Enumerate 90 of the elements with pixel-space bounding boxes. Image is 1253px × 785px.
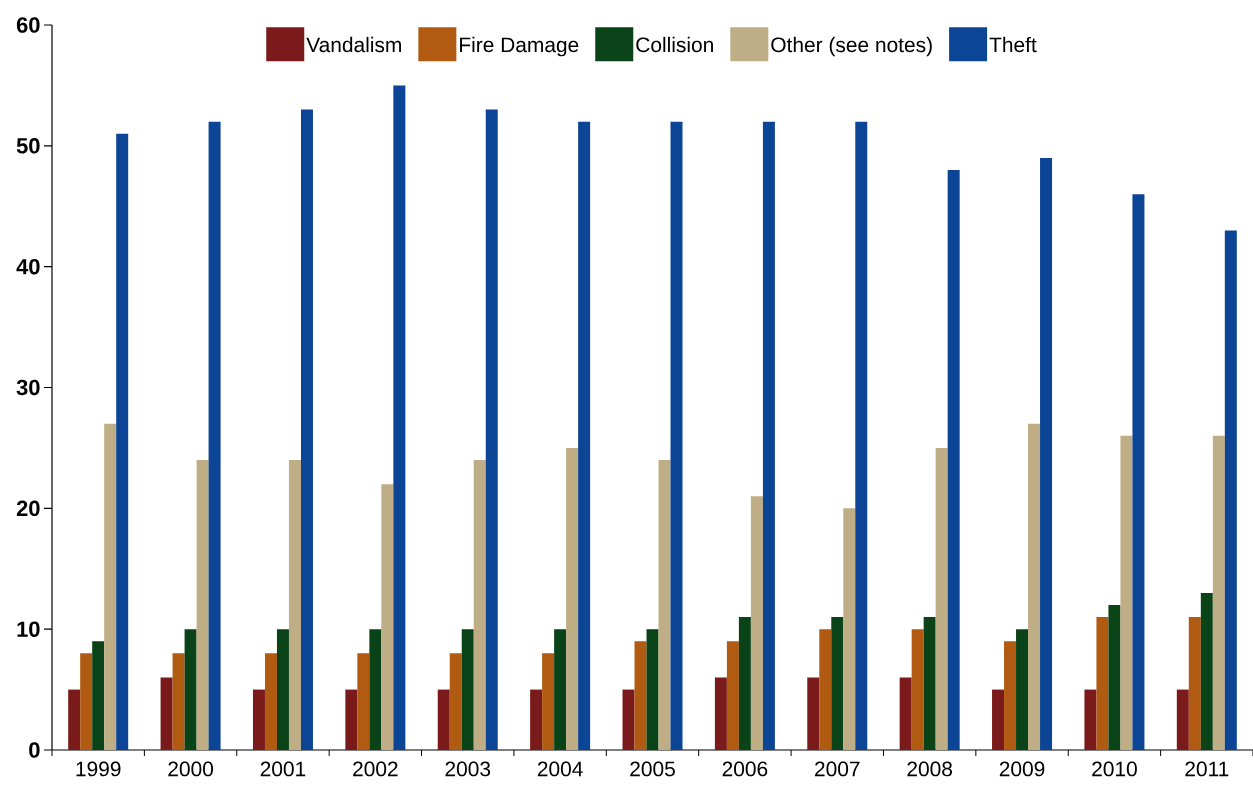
bar: [578, 121, 591, 750]
bar: [566, 447, 579, 750]
bar: [947, 170, 960, 750]
bar: [160, 677, 173, 750]
y-tick-label: 30: [16, 379, 40, 396]
legend-label: Vandalism: [306, 36, 401, 53]
bar: [208, 121, 221, 750]
bar: [449, 653, 462, 750]
x-tick-label: 2001: [260, 761, 306, 777]
y-tick-label: 60: [16, 17, 40, 33]
bar: [658, 460, 671, 750]
bar: [116, 133, 129, 750]
bar: [1200, 592, 1213, 750]
bar: [807, 677, 820, 750]
bar: [738, 617, 751, 750]
legend-label: Collision: [636, 36, 713, 53]
bar: [622, 689, 635, 750]
bar: [1028, 423, 1041, 750]
x-tick-label: 2007: [815, 761, 860, 777]
bar: [369, 629, 382, 750]
bar: [554, 629, 567, 750]
bar: [750, 496, 763, 750]
y-tick-label: 10: [17, 621, 40, 637]
legend-label: Theft: [989, 36, 1037, 53]
bar: [68, 689, 81, 750]
bar: [819, 629, 832, 750]
bar: [726, 641, 739, 750]
x-tick-label: 2011: [1185, 761, 1229, 777]
bar: [1188, 617, 1201, 750]
bar: [923, 617, 936, 750]
bar: [542, 653, 555, 750]
bar: [1040, 157, 1053, 750]
bar: [300, 109, 313, 750]
bar: [172, 653, 185, 750]
bar: [104, 423, 117, 750]
x-tick-label: 2004: [537, 761, 583, 777]
bar: [1108, 605, 1121, 750]
x-tick-label: 2008: [907, 761, 953, 777]
x-tick-label: 2009: [999, 761, 1045, 777]
x-tick-label: 2006: [722, 761, 768, 777]
bar: [1120, 435, 1133, 750]
x-tick-label: 2000: [168, 761, 214, 777]
bar: [381, 484, 394, 750]
legend-label: Other (see notes): [771, 36, 932, 57]
bar: [276, 629, 289, 750]
y-tick-label: 40: [16, 258, 40, 275]
bar: [1212, 435, 1225, 750]
y-tick-label: 0: [29, 742, 40, 758]
bar: [1132, 194, 1145, 750]
bar: [264, 653, 277, 750]
bar: [1084, 689, 1097, 750]
bar: [762, 121, 775, 750]
bar: [437, 689, 450, 750]
bar: [899, 677, 912, 750]
y-tick-label: 50: [16, 138, 40, 154]
bar: [634, 641, 647, 750]
bar: [473, 460, 486, 750]
bar: [670, 121, 683, 750]
x-tick-label: 1999: [76, 761, 121, 777]
bar: [1176, 689, 1189, 750]
x-tick-label: 2005: [630, 761, 675, 777]
bar: [345, 689, 358, 750]
bar: [855, 121, 868, 750]
x-tick-label: 2003: [445, 761, 491, 777]
y-tick-label: 20: [16, 500, 40, 517]
bar: [843, 508, 856, 750]
bar: [992, 689, 1005, 750]
bar: [357, 653, 370, 750]
bar: [1004, 641, 1017, 750]
x-tick-label: 2010: [1092, 761, 1137, 777]
bar: [184, 629, 197, 750]
bar: [831, 617, 844, 750]
bar: [1096, 617, 1109, 750]
bar: [461, 629, 474, 750]
bar: [1224, 230, 1237, 750]
bar: [252, 689, 265, 750]
bar: [935, 447, 948, 750]
bar: [393, 85, 406, 750]
bar: [714, 677, 727, 750]
bar: [288, 460, 301, 750]
bar: [1016, 629, 1029, 750]
bar: [530, 689, 543, 750]
bar: [911, 629, 924, 750]
bar: [196, 460, 209, 750]
bar: [80, 653, 93, 750]
bar: [485, 109, 498, 750]
bar: [92, 641, 105, 750]
legend-label: Fire Damage: [460, 36, 579, 57]
x-tick-label: 2002: [353, 761, 398, 777]
bar: [646, 629, 659, 750]
